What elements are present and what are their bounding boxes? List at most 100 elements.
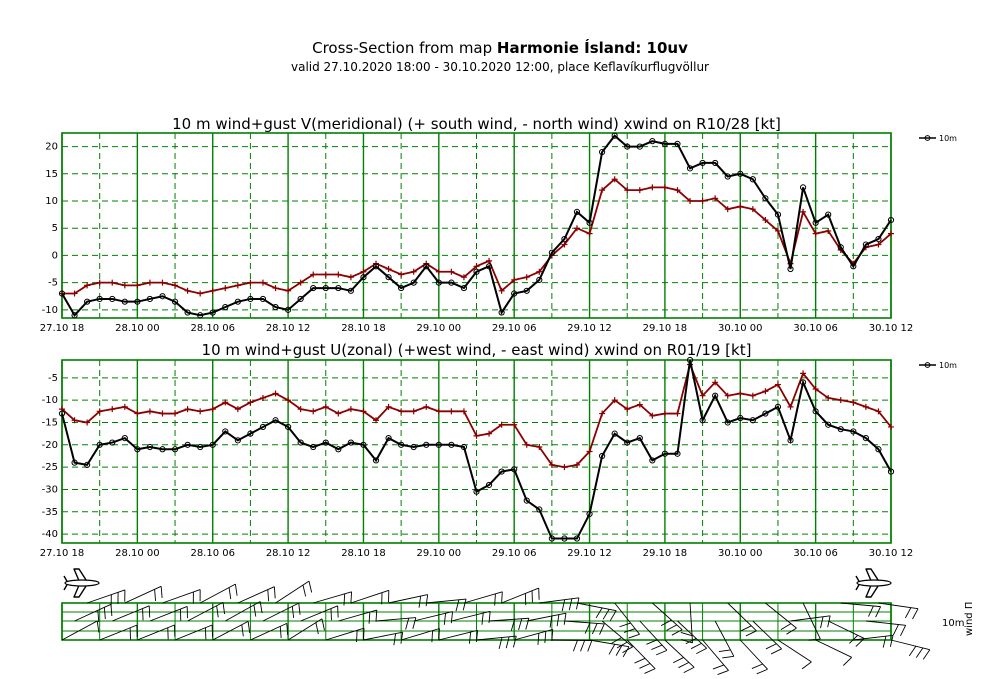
data-point-10m (624, 439, 631, 446)
data-point-10m (197, 312, 204, 319)
data-point-gust (825, 394, 832, 401)
wind-barb-staff (526, 612, 567, 622)
data-point-gust (498, 287, 505, 294)
data-point-gust (674, 410, 681, 417)
wind-barb-feather (455, 599, 460, 612)
data-point-gust (347, 274, 354, 281)
data-point-10m (611, 430, 618, 437)
x-tick-label: 29.10 18 (643, 323, 688, 334)
data-point-10m (686, 356, 694, 364)
data-point-gust (71, 290, 78, 297)
data-point-gust (724, 392, 731, 399)
data-point-gust (448, 408, 455, 415)
y-tick-label: -30 (42, 484, 58, 495)
wind-barb-feather (666, 624, 678, 631)
data-point-gust (347, 406, 354, 413)
wind-barb-feather (315, 622, 319, 635)
wind-barb-staff (752, 620, 782, 650)
wind-barb-staff (300, 605, 338, 622)
data-point-10m (234, 437, 241, 444)
data-point-gust (749, 206, 756, 213)
data-point-gust (661, 184, 668, 191)
data-point-gust (624, 406, 631, 413)
wind-barb-feather (431, 630, 434, 643)
data-point-10m (335, 446, 342, 453)
x-tick-label: 28.10 18 (341, 548, 386, 559)
x-tick-label: 29.10 12 (567, 323, 612, 334)
wind-barb-staff (714, 620, 735, 657)
wind-barb-feather (468, 631, 472, 644)
wind-barb-staff (652, 602, 683, 630)
chart-panel-meridional: 10 m wind+gust V(meridional) (+ south wi… (40, 115, 957, 334)
wind-barb-feather (279, 626, 282, 639)
legend-marker (924, 362, 931, 368)
data-point-10m (799, 379, 807, 386)
wind-barb-feather (556, 614, 560, 627)
wind-barb-feather (712, 664, 725, 670)
wind-barb-feather (512, 635, 517, 648)
y-tick-label: -35 (42, 507, 58, 518)
data-point-10m (460, 284, 468, 292)
wind-barb-staff (112, 605, 150, 622)
data-point-10m (661, 140, 669, 147)
wind-barb-feather (655, 649, 668, 656)
data-point-gust (373, 417, 380, 424)
data-point-gust (762, 388, 769, 395)
wind-barb-staff (702, 639, 729, 671)
data-point-10m (862, 435, 869, 442)
wind-barb-feather (498, 637, 503, 649)
wind-barb-staff (828, 620, 865, 639)
wind-barb-staff (225, 601, 261, 622)
wind-barb-staff (325, 627, 365, 641)
data-point-gust (561, 241, 568, 248)
wind-barb-staff (639, 620, 668, 651)
wind-barb-feather (591, 623, 598, 635)
wind-barb-feather (671, 629, 683, 636)
data-point-gust (599, 187, 606, 194)
wind-barb-feather (510, 619, 516, 631)
wind-barb-feather (628, 633, 640, 639)
data-point-gust (812, 386, 819, 393)
wind-barb-feather (580, 640, 586, 652)
data-point-gust (234, 406, 241, 413)
data-point-10m (762, 195, 769, 202)
data-point-gust (184, 406, 191, 413)
wind-barb-feather (908, 645, 917, 657)
data-point-10m (310, 443, 317, 451)
wind-barb-feather (756, 668, 768, 675)
wind-barb-feather (622, 646, 630, 658)
wind-barb-feather (298, 603, 301, 615)
wind-barb-feather (518, 618, 523, 631)
wind-barb-staff (212, 621, 249, 641)
data-point-10m (837, 244, 844, 251)
data-point-10m (599, 452, 606, 460)
wind-barb-feather (912, 608, 919, 620)
wind-barb-feather (751, 663, 763, 669)
wind-barb-staff (313, 591, 352, 604)
data-point-10m (799, 184, 807, 191)
data-point-10m (573, 208, 581, 215)
data-point-10m (586, 219, 593, 226)
data-point-10m (774, 403, 782, 410)
data-point-gust (146, 279, 153, 286)
data-point-gust (360, 408, 367, 415)
data-point-gust (96, 279, 103, 286)
x-tick-label: 28.10 12 (266, 548, 311, 559)
y-tick-label: -5 (48, 278, 58, 289)
data-point-gust (536, 444, 543, 451)
wind-barb-feather (368, 611, 371, 624)
wind-barb-feather (611, 637, 622, 644)
wind-barb-feather (722, 655, 734, 659)
data-point-10m (385, 274, 392, 281)
data-point-10m (699, 159, 706, 167)
plot-title: 10 m wind+gust V(meridional) (+ south wi… (172, 115, 781, 133)
data-point-10m (184, 441, 191, 448)
data-point-gust (460, 408, 467, 415)
wind-barb-feather (786, 627, 797, 635)
wind-barb-feather (644, 668, 656, 674)
data-point-gust (159, 279, 166, 286)
data-point-10m (247, 295, 254, 303)
data-point-gust (172, 282, 179, 289)
wind-barb-feather (286, 623, 289, 636)
data-point-10m (875, 446, 882, 453)
